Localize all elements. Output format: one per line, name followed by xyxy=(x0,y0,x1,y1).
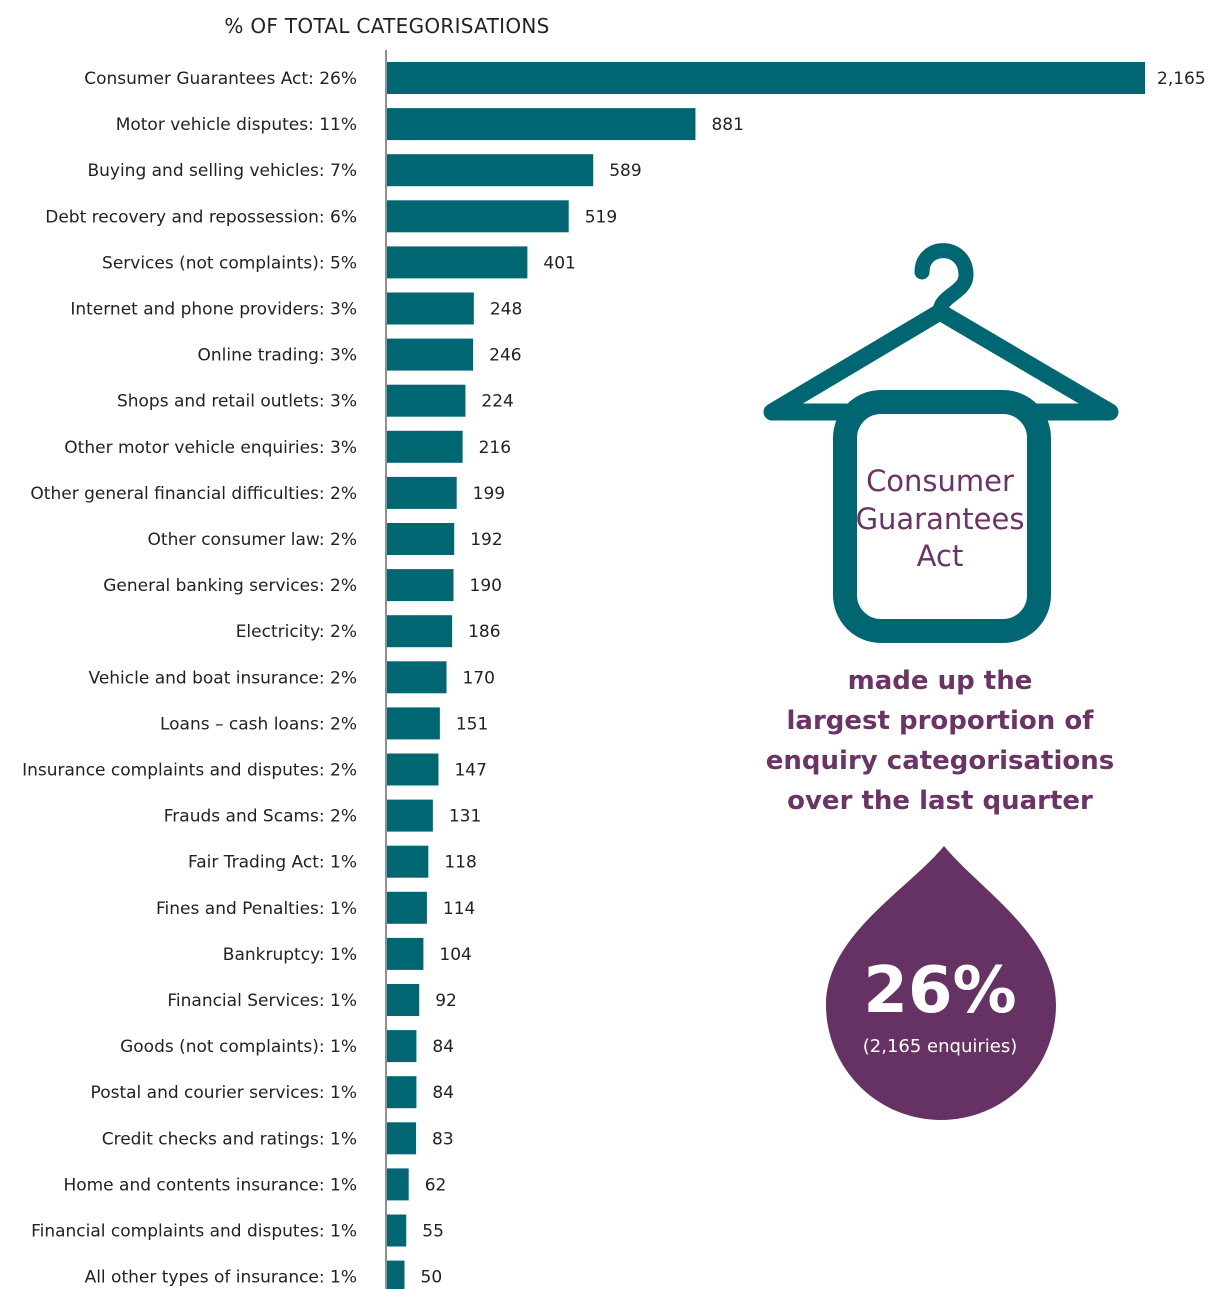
value-label: 589 xyxy=(609,161,641,181)
bar xyxy=(387,753,439,786)
category-label: Financial complaints and disputes: 1% xyxy=(31,1222,357,1242)
value-label: 131 xyxy=(449,807,481,827)
value-label: 84 xyxy=(432,1083,454,1103)
value-label: 519 xyxy=(585,207,617,227)
bar xyxy=(387,154,594,187)
category-label: Postal and courier services: 1% xyxy=(91,1083,357,1103)
value-label: 62 xyxy=(425,1175,447,1195)
drop-callout: 26% (2,165 enquiries) xyxy=(826,846,1056,1120)
statement-line-3: enquiry categorisations xyxy=(766,746,1114,776)
value-label: 192 xyxy=(470,530,502,550)
value-label: 190 xyxy=(470,576,502,596)
hanger-line-1: Consumer xyxy=(866,464,1014,498)
bar xyxy=(387,891,427,924)
value-label: 186 xyxy=(468,622,500,642)
value-label: 118 xyxy=(444,853,476,873)
category-label: Goods (not complaints): 1% xyxy=(120,1037,357,1057)
category-label: Services (not complaints): 5% xyxy=(102,253,357,273)
bar xyxy=(387,108,696,141)
category-label: Buying and selling vehicles: 7% xyxy=(87,161,357,181)
value-label: 2,165 xyxy=(1157,69,1206,89)
value-label: 401 xyxy=(543,253,575,273)
bar xyxy=(387,707,440,740)
value-label: 224 xyxy=(481,392,513,412)
category-label: General banking services: 2% xyxy=(103,576,357,596)
category-label: Shops and retail outlets: 3% xyxy=(117,392,357,412)
bar xyxy=(387,430,463,463)
value-label: 199 xyxy=(473,484,505,504)
bar xyxy=(387,1260,405,1289)
category-label: Fair Trading Act: 1% xyxy=(188,853,357,873)
value-label: 50 xyxy=(421,1268,443,1288)
bar xyxy=(387,384,466,417)
bar xyxy=(387,845,429,878)
category-label: Home and contents insurance: 1% xyxy=(63,1175,357,1195)
category-label: Consumer Guarantees Act: 26% xyxy=(84,69,357,89)
bar xyxy=(387,1214,407,1247)
value-label: 92 xyxy=(435,991,457,1011)
category-label: Debt recovery and repossession: 6% xyxy=(45,207,357,227)
statement-text: made up the largest proportion of enquir… xyxy=(766,666,1114,816)
category-label: Vehicle and boat insurance: 2% xyxy=(89,668,357,688)
category-label: Motor vehicle disputes: 11% xyxy=(116,115,357,135)
bar xyxy=(387,569,454,602)
hanger-line-2: Guarantees xyxy=(856,502,1025,536)
value-label: 55 xyxy=(422,1222,444,1242)
bar xyxy=(387,984,420,1016)
category-label: Frauds and Scams: 2% xyxy=(164,807,357,827)
bar xyxy=(387,1076,417,1109)
category-label: Other general financial difficulties: 2% xyxy=(30,484,357,504)
drop-detail: (2,165 enquiries) xyxy=(863,1036,1017,1057)
hanger-line-3: Act xyxy=(917,539,964,573)
category-label: Other consumer law: 2% xyxy=(148,530,357,550)
value-label: 246 xyxy=(489,346,521,366)
bar xyxy=(387,937,424,970)
value-label: 881 xyxy=(711,115,743,135)
value-label: 147 xyxy=(454,761,486,781)
category-label: Financial Services: 1% xyxy=(167,991,357,1011)
category-label: Other motor vehicle enquiries: 3% xyxy=(64,438,357,458)
bar xyxy=(387,1168,409,1201)
chart-title: % OF TOTAL CATEGORISATIONS xyxy=(224,14,549,38)
bar xyxy=(387,799,433,832)
bar xyxy=(387,1122,417,1155)
bar xyxy=(387,1030,417,1063)
category-label: Online trading: 3% xyxy=(198,346,358,366)
category-label: Fines and Penalties: 1% xyxy=(156,899,357,919)
bar xyxy=(387,246,528,279)
value-label: 83 xyxy=(432,1129,454,1149)
bar xyxy=(387,615,453,648)
bar xyxy=(387,292,474,325)
category-label: Credit checks and ratings: 1% xyxy=(102,1129,357,1149)
hanger-callout: Consumer Guarantees Act xyxy=(763,243,1119,643)
bar xyxy=(387,62,1145,94)
drop-icon xyxy=(826,846,1056,1120)
category-label: Insurance complaints and disputes: 2% xyxy=(22,761,357,781)
bar xyxy=(387,476,457,509)
value-label: 216 xyxy=(479,438,511,458)
bar xyxy=(387,661,447,694)
category-label: Internet and phone providers: 3% xyxy=(70,300,357,320)
bar xyxy=(387,200,569,233)
bar-group: Consumer Guarantees Act: 26% 2,165 Motor v… xyxy=(22,62,1206,1289)
category-label: Bankruptcy: 1% xyxy=(223,945,357,965)
category-label: Loans – cash loans: 2% xyxy=(160,714,357,734)
value-label: 114 xyxy=(443,899,475,919)
bar xyxy=(387,523,455,555)
category-label: Electricity: 2% xyxy=(236,622,357,642)
statement-line-2: largest proportion of xyxy=(786,706,1094,736)
value-label: 170 xyxy=(463,668,495,688)
bar xyxy=(387,338,474,371)
statement-line-1: made up the xyxy=(848,666,1033,696)
value-label: 151 xyxy=(456,714,488,734)
drop-percent: 26% xyxy=(863,954,1016,1028)
clothes-hanger-icon xyxy=(763,243,1119,643)
value-label: 104 xyxy=(439,945,471,965)
category-label: All other types of insurance: 1% xyxy=(85,1268,357,1288)
value-label: 84 xyxy=(432,1037,454,1057)
value-label: 248 xyxy=(490,300,522,320)
statement-line-4: over the last quarter xyxy=(787,786,1093,816)
